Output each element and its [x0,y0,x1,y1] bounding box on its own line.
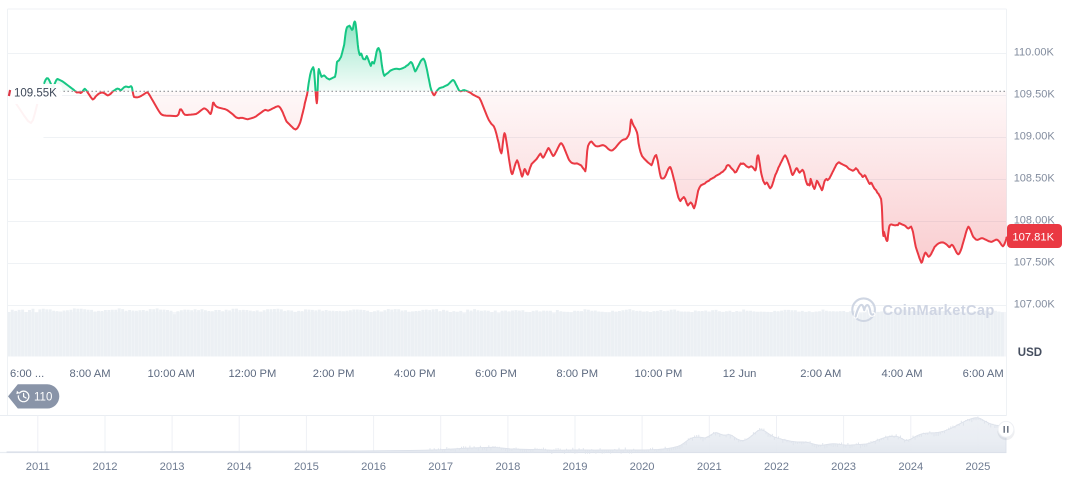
svg-text:6:00 AM: 6:00 AM [963,368,1004,380]
svg-text:6:00 ...: 6:00 ... [10,368,44,380]
svg-text:2014: 2014 [227,461,252,473]
svg-text:2023: 2023 [831,461,856,473]
svg-text:2013: 2013 [160,461,185,473]
svg-text:USD: USD [1018,347,1042,359]
svg-text:110.00K: 110.00K [1014,46,1055,58]
svg-text:10:00 AM: 10:00 AM [148,368,195,380]
svg-text:108.50K: 108.50K [1014,172,1056,184]
svg-text:2:00 PM: 2:00 PM [313,368,355,380]
svg-text:CoinMarketCap: CoinMarketCap [883,303,995,319]
svg-text:4:00 AM: 4:00 AM [881,368,922,380]
svg-text:8:00 PM: 8:00 PM [556,368,598,380]
svg-text:2:00 AM: 2:00 AM [800,368,841,380]
svg-text:107.50K: 107.50K [1014,256,1056,268]
svg-text:2011: 2011 [26,461,50,473]
svg-text:107.00K: 107.00K [1014,298,1056,310]
svg-text:109.00K: 109.00K [1014,130,1056,142]
svg-text:110: 110 [34,391,52,403]
svg-text:2025: 2025 [965,461,990,473]
svg-text:2022: 2022 [764,461,789,473]
svg-text:2019: 2019 [563,461,588,473]
svg-text:2017: 2017 [428,461,453,473]
svg-text:10:00 PM: 10:00 PM [634,368,682,380]
svg-text:2018: 2018 [495,461,520,473]
svg-text:107.81K: 107.81K [1012,231,1054,243]
svg-text:2021: 2021 [697,461,722,473]
svg-text:6:00 PM: 6:00 PM [475,368,517,380]
svg-text:2020: 2020 [630,461,655,473]
svg-text:109.50K: 109.50K [1014,88,1056,100]
svg-text:4:00 PM: 4:00 PM [394,368,436,380]
svg-text:2015: 2015 [294,461,319,473]
svg-text:108.00K: 108.00K [1014,214,1056,226]
svg-text:8:00 AM: 8:00 AM [69,368,110,380]
svg-text:2016: 2016 [361,461,386,473]
svg-text:109.55K: 109.55K [14,88,57,100]
svg-text:2012: 2012 [93,461,118,473]
svg-text:2024: 2024 [898,461,923,473]
svg-text:12:00 PM: 12:00 PM [228,368,276,380]
svg-text:12 Jun: 12 Jun [723,368,757,380]
